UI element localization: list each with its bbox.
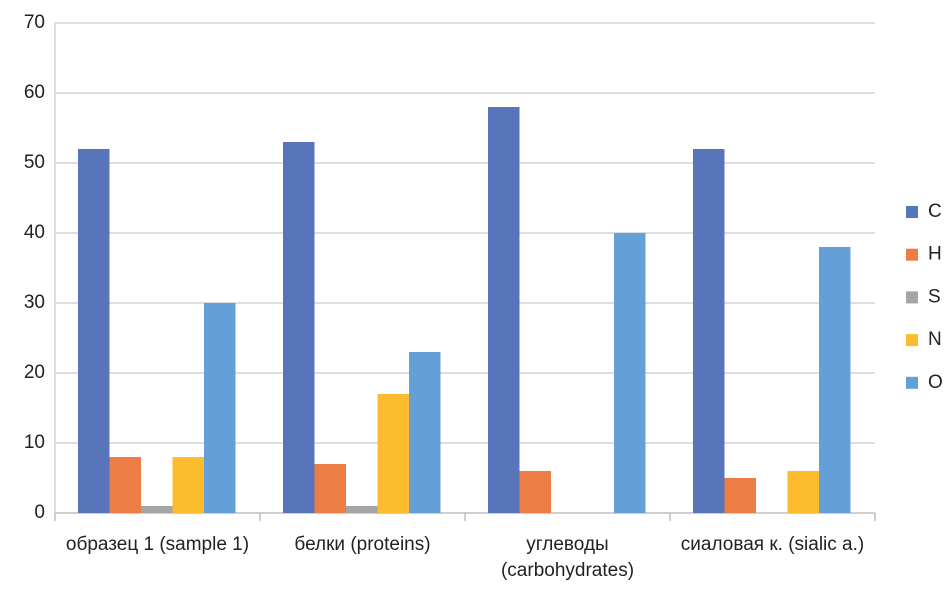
bar	[409, 352, 441, 513]
y-tick-label: 40	[24, 222, 45, 243]
y-tick-label: 30	[24, 292, 45, 313]
bar	[283, 142, 315, 513]
bar	[787, 471, 819, 513]
legend-swatch	[906, 291, 918, 304]
legend-swatch	[906, 334, 918, 347]
legend-label: C	[928, 201, 942, 222]
bar	[488, 107, 520, 513]
bar	[172, 457, 204, 513]
bar	[204, 303, 236, 513]
bar	[614, 233, 646, 513]
legend-label: O	[928, 372, 943, 393]
legend-swatch	[906, 248, 918, 261]
legend-label: S	[928, 286, 941, 307]
legend-label: N	[928, 329, 942, 350]
x-tick-label: сиаловая к. (sialic a.)	[680, 534, 865, 555]
x-tick-label: белки (proteins)	[294, 534, 431, 555]
bar	[314, 464, 346, 513]
bar	[819, 247, 851, 513]
bar	[377, 394, 409, 513]
bar	[141, 506, 173, 513]
y-tick-label: 70	[24, 12, 45, 33]
legend-label: H	[928, 244, 942, 265]
y-tick-label: 0	[34, 502, 45, 523]
bar	[724, 478, 756, 513]
y-tick-label: 20	[24, 362, 45, 383]
legend-swatch	[906, 206, 918, 218]
bar	[519, 471, 551, 513]
bar	[693, 149, 725, 513]
legend-swatch	[906, 376, 918, 389]
x-tick-label: углеводы (carbohydrates)	[500, 534, 635, 581]
bar	[78, 149, 110, 513]
y-tick-label: 50	[24, 152, 45, 173]
bar	[346, 506, 378, 513]
y-tick-label: 60	[24, 82, 45, 103]
x-tick-label: образец 1 (sample 1)	[65, 534, 250, 555]
y-tick-label: 10	[24, 432, 45, 453]
bar	[109, 457, 141, 513]
